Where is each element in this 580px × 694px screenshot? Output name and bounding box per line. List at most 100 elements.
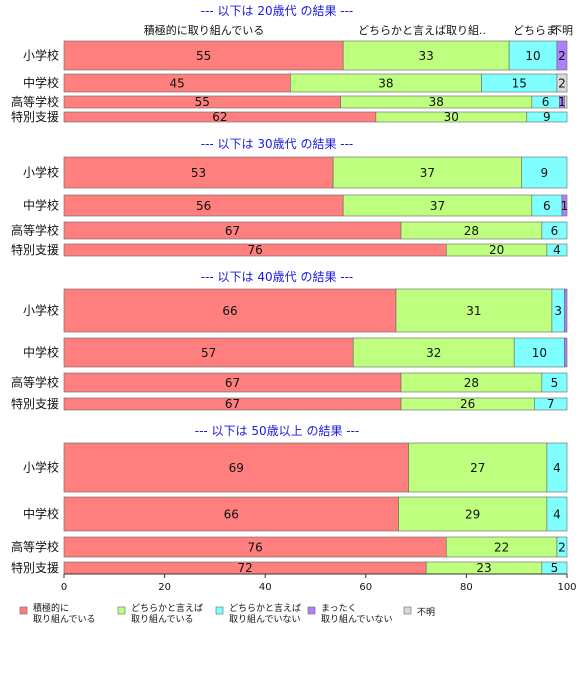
legend-swatch xyxy=(19,606,28,615)
column-header: 積極的に取り組んでいる xyxy=(144,23,264,37)
column-header: どちらかと言えば取り組.. xyxy=(358,24,486,37)
data-label: 57 xyxy=(201,346,216,360)
column-header: 不明 xyxy=(551,24,573,37)
category-label: 小学校 xyxy=(23,303,59,318)
x-tick-label: 0 xyxy=(61,582,67,593)
data-label: 9 xyxy=(543,110,551,124)
data-label: 26 xyxy=(460,397,475,411)
data-label: 37 xyxy=(430,199,445,213)
bar-segment xyxy=(534,397,568,411)
category-label: 高等学校 xyxy=(11,223,59,238)
legend-label: どちらかと言えば xyxy=(229,602,301,614)
data-label: 76 xyxy=(247,243,262,257)
data-label: 2 xyxy=(558,49,566,63)
data-label: 30 xyxy=(444,110,459,124)
bar-segment xyxy=(564,288,568,333)
data-label: 4 xyxy=(553,508,561,522)
data-label: 55 xyxy=(196,49,211,63)
bar-segment xyxy=(63,156,334,189)
column-header: どちらま xyxy=(513,24,557,37)
category-label: 中学校 xyxy=(23,506,59,521)
data-label: 9 xyxy=(541,166,549,180)
legend-label: 積極的に xyxy=(33,602,69,614)
data-label: 4 xyxy=(553,243,561,257)
category-label: 特別支援 xyxy=(11,396,59,411)
bar-segment xyxy=(63,337,354,368)
data-label: 29 xyxy=(465,508,480,522)
x-tick-label: 80 xyxy=(460,582,473,593)
bar-segment xyxy=(513,337,565,368)
data-label: 67 xyxy=(225,224,240,238)
bar-segment xyxy=(398,496,548,532)
category-label: 特別支援 xyxy=(11,109,59,124)
group-title: --- 以下は 40歳代 の結果 --- xyxy=(201,270,354,284)
data-label: 5 xyxy=(551,561,559,575)
category-label: 小学校 xyxy=(23,48,59,63)
data-label: 56 xyxy=(196,199,211,213)
bar-segment xyxy=(332,156,523,189)
bar-segment xyxy=(541,372,568,393)
legend-swatch xyxy=(117,606,126,615)
data-label: 4 xyxy=(553,461,561,475)
data-label: 66 xyxy=(222,304,237,318)
group-title: --- 以下は 20歳代 の結果 --- xyxy=(201,4,354,18)
bar-segment xyxy=(352,337,515,368)
bar-segment xyxy=(561,194,568,217)
data-label: 5 xyxy=(551,376,559,390)
legend-label: まったく xyxy=(321,603,357,614)
legend-label: 取り組んでいない xyxy=(229,613,301,625)
bar-segment xyxy=(521,156,568,189)
category-label: 小学校 xyxy=(23,165,59,180)
data-label: 6 xyxy=(542,95,550,109)
data-label: 33 xyxy=(419,49,434,63)
bar-segment xyxy=(556,73,568,93)
category-label: 高等学校 xyxy=(11,94,59,109)
bar-segment xyxy=(526,111,568,123)
bar-segment xyxy=(63,496,399,532)
bar-segment xyxy=(395,288,553,333)
bar-segment xyxy=(63,442,409,493)
bar-segment xyxy=(546,243,568,257)
bar-segment xyxy=(556,536,568,558)
data-label: 38 xyxy=(429,95,444,109)
category-label: 中学校 xyxy=(23,345,59,360)
bar-segment xyxy=(541,221,568,240)
data-label: 66 xyxy=(224,508,239,522)
data-label: 3 xyxy=(554,304,562,318)
data-label: 28 xyxy=(464,224,479,238)
data-label: 6 xyxy=(551,224,559,238)
legend-swatch xyxy=(307,606,316,615)
data-label: 69 xyxy=(229,461,244,475)
bar-segment xyxy=(63,288,397,333)
data-label: 45 xyxy=(170,77,185,91)
data-label: 67 xyxy=(225,376,240,390)
category-label: 小学校 xyxy=(23,460,59,475)
data-label: 10 xyxy=(532,346,547,360)
legend-label: 不明 xyxy=(417,607,435,618)
data-label: 20 xyxy=(489,243,504,257)
legend-label: どちらかと言えば xyxy=(131,602,203,614)
legend-swatch xyxy=(403,606,412,615)
bar-segment xyxy=(556,40,568,71)
legend-label: 取り組んでいない xyxy=(321,613,393,625)
category-label: 特別支援 xyxy=(11,242,59,257)
data-label: 67 xyxy=(225,397,240,411)
data-label: 15 xyxy=(512,77,527,91)
group-title: --- 以下は 30歳代 の結果 --- xyxy=(201,137,354,151)
bar-segment xyxy=(408,442,548,493)
data-label: 31 xyxy=(466,304,481,318)
x-tick-label: 20 xyxy=(158,582,171,593)
x-tick-label: 100 xyxy=(557,582,576,593)
data-label: 55 xyxy=(195,95,210,109)
category-label: 中学校 xyxy=(23,75,59,90)
data-label: 2 xyxy=(558,77,566,91)
data-label: 22 xyxy=(494,541,509,555)
bar-segment xyxy=(564,95,568,109)
bar-segment xyxy=(546,496,568,532)
legend-swatch xyxy=(215,606,224,615)
data-label: 38 xyxy=(378,77,393,91)
data-label: 10 xyxy=(525,49,540,63)
data-label: 7 xyxy=(547,397,555,411)
category-label: 高等学校 xyxy=(11,375,59,390)
